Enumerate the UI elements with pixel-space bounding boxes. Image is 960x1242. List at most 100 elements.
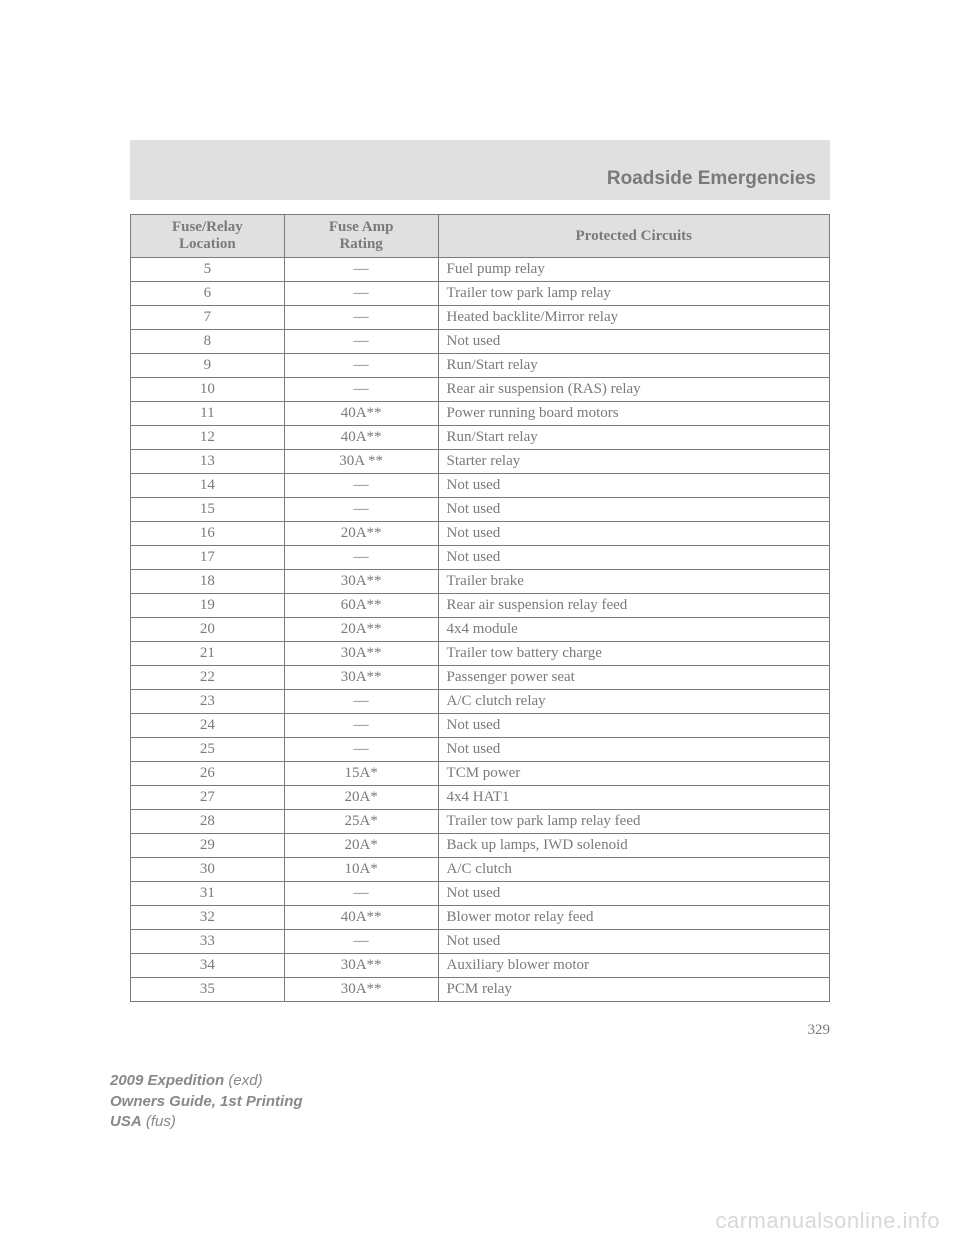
cell-amp-rating: — [284, 882, 438, 906]
cell-protected-circuit: Not used [438, 546, 829, 570]
table-row: 1140A**Power running board motors [131, 402, 830, 426]
header-col1-line1: Fuse/Relay [172, 219, 243, 235]
table-row: 6—Trailer tow park lamp relay [131, 282, 830, 306]
cell-location: 29 [131, 834, 285, 858]
cell-location: 19 [131, 594, 285, 618]
cell-location: 22 [131, 666, 285, 690]
cell-protected-circuit: A/C clutch relay [438, 690, 829, 714]
cell-location: 26 [131, 762, 285, 786]
cell-amp-rating: — [284, 378, 438, 402]
header-protected-circuits: Protected Circuits [438, 215, 829, 258]
cell-location: 30 [131, 858, 285, 882]
table-row: 7—Heated backlite/Mirror relay [131, 306, 830, 330]
cell-protected-circuit: A/C clutch [438, 858, 829, 882]
table-row: 1620A**Not used [131, 522, 830, 546]
cell-location: 13 [131, 450, 285, 474]
cell-amp-rating: 40A** [284, 402, 438, 426]
cell-amp-rating: 10A* [284, 858, 438, 882]
cell-protected-circuit: Blower motor relay feed [438, 906, 829, 930]
cell-location: 11 [131, 402, 285, 426]
footer-region: USA [110, 1113, 142, 1130]
cell-protected-circuit: Heated backlite/Mirror relay [438, 306, 829, 330]
cell-amp-rating: 20A** [284, 522, 438, 546]
cell-amp-rating: — [284, 714, 438, 738]
cell-amp-rating: 20A** [284, 618, 438, 642]
cell-location: 14 [131, 474, 285, 498]
cell-location: 16 [131, 522, 285, 546]
cell-location: 7 [131, 306, 285, 330]
cell-protected-circuit: Fuel pump relay [438, 258, 829, 282]
cell-amp-rating: 20A* [284, 834, 438, 858]
cell-location: 9 [131, 354, 285, 378]
table-row: 3010A*A/C clutch [131, 858, 830, 882]
page-content: Roadside Emergencies Fuse/Relay Location… [130, 140, 830, 1039]
cell-protected-circuit: Not used [438, 474, 829, 498]
cell-protected-circuit: Not used [438, 882, 829, 906]
table-row: 10—Rear air suspension (RAS) relay [131, 378, 830, 402]
cell-protected-circuit: TCM power [438, 762, 829, 786]
cell-protected-circuit: Auxiliary blower motor [438, 954, 829, 978]
cell-amp-rating: 60A** [284, 594, 438, 618]
footer-model-code: (exd) [224, 1072, 262, 1089]
table-row: 3430A**Auxiliary blower motor [131, 954, 830, 978]
cell-protected-circuit: Not used [438, 498, 829, 522]
section-header-bar: Roadside Emergencies [130, 140, 830, 200]
table-row: 24—Not used [131, 714, 830, 738]
cell-location: 23 [131, 690, 285, 714]
cell-amp-rating: — [284, 546, 438, 570]
footer-line1: 2009 Expedition (exd) [110, 1071, 303, 1091]
footer-region-code: (fus) [142, 1113, 176, 1130]
table-row: 8—Not used [131, 330, 830, 354]
header-fuse-amp: Fuse Amp Rating [284, 215, 438, 258]
cell-amp-rating: 30A** [284, 978, 438, 1002]
cell-location: 24 [131, 714, 285, 738]
table-row: 23—A/C clutch relay [131, 690, 830, 714]
cell-protected-circuit: Not used [438, 522, 829, 546]
cell-protected-circuit: Back up lamps, IWD solenoid [438, 834, 829, 858]
cell-location: 34 [131, 954, 285, 978]
table-row: 1330A **Starter relay [131, 450, 830, 474]
cell-location: 33 [131, 930, 285, 954]
cell-location: 28 [131, 810, 285, 834]
table-row: 3240A**Blower motor relay feed [131, 906, 830, 930]
cell-amp-rating: — [284, 474, 438, 498]
header-col2-line2: Rating [339, 236, 382, 252]
table-row: 25—Not used [131, 738, 830, 762]
cell-protected-circuit: Power running board motors [438, 402, 829, 426]
cell-amp-rating: 40A** [284, 906, 438, 930]
cell-location: 10 [131, 378, 285, 402]
cell-amp-rating: — [284, 282, 438, 306]
cell-amp-rating: 20A* [284, 786, 438, 810]
cell-amp-rating: — [284, 258, 438, 282]
table-row: 1960A**Rear air suspension relay feed [131, 594, 830, 618]
cell-protected-circuit: 4x4 module [438, 618, 829, 642]
table-row: 2920A*Back up lamps, IWD solenoid [131, 834, 830, 858]
section-title: Roadside Emergencies [607, 168, 816, 190]
table-row: 1240A**Run/Start relay [131, 426, 830, 450]
cell-amp-rating: 30A** [284, 954, 438, 978]
table-row: 2615A*TCM power [131, 762, 830, 786]
fuse-table: Fuse/Relay Location Fuse Amp Rating Prot… [130, 214, 830, 1002]
cell-location: 32 [131, 906, 285, 930]
table-row: 3530A**PCM relay [131, 978, 830, 1002]
cell-protected-circuit: Trailer tow park lamp relay feed [438, 810, 829, 834]
cell-amp-rating: — [284, 330, 438, 354]
cell-protected-circuit: Not used [438, 930, 829, 954]
table-row: 5—Fuel pump relay [131, 258, 830, 282]
cell-protected-circuit: 4x4 HAT1 [438, 786, 829, 810]
cell-protected-circuit: Not used [438, 714, 829, 738]
footer-model-year: 2009 Expedition [110, 1072, 224, 1089]
cell-protected-circuit: PCM relay [438, 978, 829, 1002]
cell-protected-circuit: Rear air suspension relay feed [438, 594, 829, 618]
cell-protected-circuit: Rear air suspension (RAS) relay [438, 378, 829, 402]
table-row: 14—Not used [131, 474, 830, 498]
cell-location: 17 [131, 546, 285, 570]
cell-protected-circuit: Not used [438, 738, 829, 762]
table-row: 31—Not used [131, 882, 830, 906]
table-body: 5—Fuel pump relay6—Trailer tow park lamp… [131, 258, 830, 1002]
table-row: 9—Run/Start relay [131, 354, 830, 378]
cell-protected-circuit: Passenger power seat [438, 666, 829, 690]
cell-amp-rating: — [284, 738, 438, 762]
header-col1-line2: Location [179, 236, 236, 252]
cell-amp-rating: — [284, 354, 438, 378]
